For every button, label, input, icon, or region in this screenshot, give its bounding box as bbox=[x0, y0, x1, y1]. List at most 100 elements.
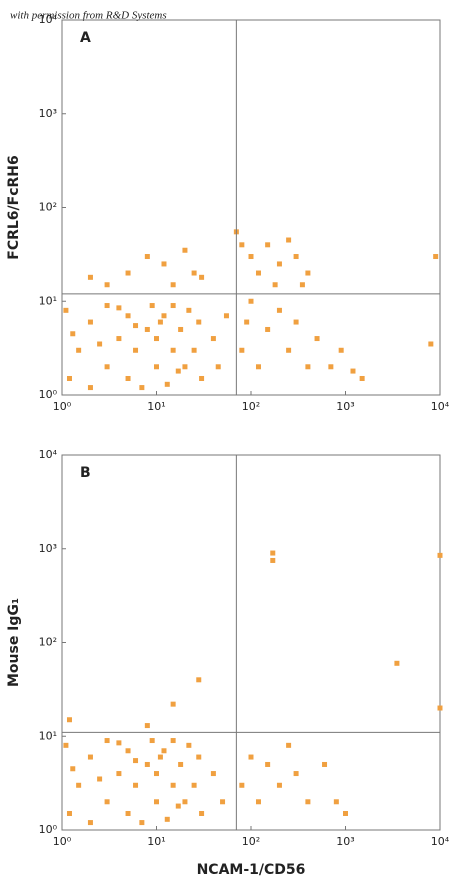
event-dot bbox=[293, 319, 299, 325]
event-dot bbox=[170, 347, 176, 353]
event-dot bbox=[265, 761, 271, 767]
event-dot bbox=[70, 766, 76, 772]
event-dot bbox=[328, 364, 334, 370]
event-dot bbox=[144, 254, 150, 260]
y-tick-label: 10⁴ bbox=[39, 448, 58, 461]
event-dot bbox=[255, 270, 261, 276]
y-tick-label: 10⁰ bbox=[39, 388, 58, 401]
event-dot bbox=[186, 307, 192, 313]
event-dot bbox=[104, 282, 110, 288]
event-dot bbox=[125, 270, 131, 276]
event-dot bbox=[125, 375, 131, 381]
event-dot bbox=[175, 803, 181, 809]
x-tick-label: 10² bbox=[242, 835, 260, 848]
event-dot bbox=[239, 782, 245, 788]
event-dot bbox=[170, 303, 176, 309]
event-dot bbox=[286, 347, 292, 353]
y-tick-label: 10¹ bbox=[39, 729, 57, 742]
x-tick-label: 10⁰ bbox=[53, 400, 72, 413]
event-dot bbox=[286, 742, 292, 748]
event-dot bbox=[139, 385, 145, 391]
event-dot bbox=[433, 254, 439, 260]
event-dot bbox=[133, 758, 139, 764]
event-dot bbox=[144, 326, 150, 332]
event-dot bbox=[255, 364, 261, 370]
event-dot bbox=[314, 336, 320, 342]
event-dot bbox=[333, 799, 339, 805]
event-dot bbox=[437, 552, 443, 558]
event-dot bbox=[70, 331, 76, 337]
event-dot bbox=[175, 368, 181, 374]
event-dot bbox=[144, 761, 150, 767]
event-dot bbox=[87, 820, 93, 826]
event-dot bbox=[359, 375, 365, 381]
event-dot bbox=[164, 816, 170, 822]
event-dot bbox=[116, 771, 122, 777]
event-dot bbox=[116, 740, 122, 746]
event-dot bbox=[154, 364, 159, 370]
event-dot bbox=[125, 313, 131, 319]
event-dot bbox=[154, 799, 159, 805]
event-dot bbox=[97, 341, 103, 347]
event-dot bbox=[248, 754, 254, 760]
event-dot bbox=[178, 761, 184, 767]
event-dot bbox=[104, 364, 110, 370]
event-dot bbox=[182, 247, 188, 253]
event-dot bbox=[154, 336, 159, 342]
event-dot bbox=[178, 326, 184, 332]
event-dot bbox=[239, 347, 245, 353]
event-dot bbox=[139, 820, 145, 826]
event-dot bbox=[350, 368, 356, 374]
event-dot bbox=[133, 323, 139, 329]
event-dot bbox=[87, 754, 93, 760]
event-dot bbox=[196, 754, 202, 760]
event-dot bbox=[196, 677, 202, 683]
event-dot bbox=[161, 748, 167, 754]
event-dot bbox=[104, 738, 110, 744]
event-dot bbox=[255, 799, 261, 805]
event-dot bbox=[97, 776, 103, 782]
event-dot bbox=[182, 799, 188, 805]
event-dot bbox=[191, 270, 197, 276]
event-dot bbox=[76, 347, 82, 353]
event-dot bbox=[199, 375, 205, 381]
event-dot bbox=[244, 319, 250, 325]
event-dot bbox=[170, 782, 176, 788]
event-dot bbox=[170, 738, 176, 744]
x-tick-label: 10² bbox=[242, 400, 260, 413]
x-tick-label: 10¹ bbox=[147, 835, 165, 848]
event-dot bbox=[125, 810, 131, 816]
event-dot bbox=[276, 261, 282, 267]
event-dot bbox=[87, 274, 93, 280]
event-dot bbox=[215, 364, 221, 370]
event-dot bbox=[276, 307, 282, 313]
event-dot bbox=[299, 282, 305, 288]
event-dot bbox=[343, 810, 348, 816]
event-dot bbox=[182, 364, 188, 370]
event-dot bbox=[116, 305, 122, 311]
event-dot bbox=[239, 242, 245, 248]
event-dot bbox=[116, 336, 122, 342]
event-dot bbox=[66, 375, 72, 381]
y-tick-label: 10⁰ bbox=[39, 823, 58, 836]
event-dot bbox=[161, 261, 167, 267]
x-axis-label: NCAM-1/CD56 bbox=[197, 862, 306, 878]
event-dot bbox=[196, 319, 202, 325]
event-dot bbox=[265, 326, 271, 332]
event-dot bbox=[125, 748, 131, 754]
event-dot bbox=[199, 810, 205, 816]
event-dot bbox=[170, 282, 176, 288]
x-tick-label: 10¹ bbox=[147, 400, 165, 413]
event-dot bbox=[186, 742, 192, 748]
y-tick-label: 10³ bbox=[39, 107, 57, 120]
event-dot bbox=[157, 319, 163, 325]
event-dot bbox=[191, 782, 197, 788]
event-dot bbox=[338, 347, 344, 353]
event-dot bbox=[149, 303, 155, 309]
y-tick-label: 10¹ bbox=[39, 294, 57, 307]
event-dot bbox=[87, 385, 93, 391]
event-dot bbox=[248, 254, 254, 260]
event-dot bbox=[191, 347, 197, 353]
event-dot bbox=[199, 274, 205, 280]
